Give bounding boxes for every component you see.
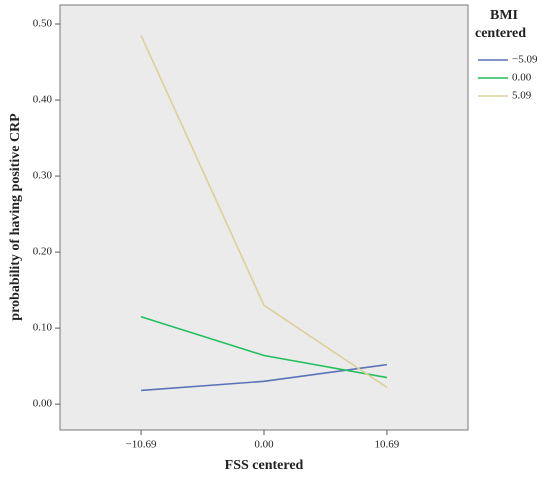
y-tick-label: 0.20: [33, 246, 53, 258]
y-tick-label: 0.10: [33, 322, 53, 334]
x-axis-label: FSS centered: [225, 458, 304, 473]
legend-title: BMI centered: [475, 8, 526, 41]
y-tick-label: 0.40: [33, 94, 53, 106]
y-tick-label: 0.00: [33, 398, 53, 410]
y-tick-label: 0.30: [33, 170, 53, 182]
plot-area: [59, 4, 469, 431]
x-tick-label: 10.69: [375, 439, 400, 451]
legend-label: −5.09: [512, 54, 538, 66]
y-axis-label: probability of having positive CRP: [8, 113, 23, 321]
legend-label: 0.00: [512, 72, 532, 84]
legend-label: 5.09: [512, 90, 532, 102]
series-line: [140, 35, 388, 389]
x-tick-label: 0.00: [254, 439, 274, 451]
series-line: [140, 315, 388, 379]
x-tick-label: −10.69: [126, 439, 157, 451]
y-tick-label: 0.50: [33, 18, 53, 30]
